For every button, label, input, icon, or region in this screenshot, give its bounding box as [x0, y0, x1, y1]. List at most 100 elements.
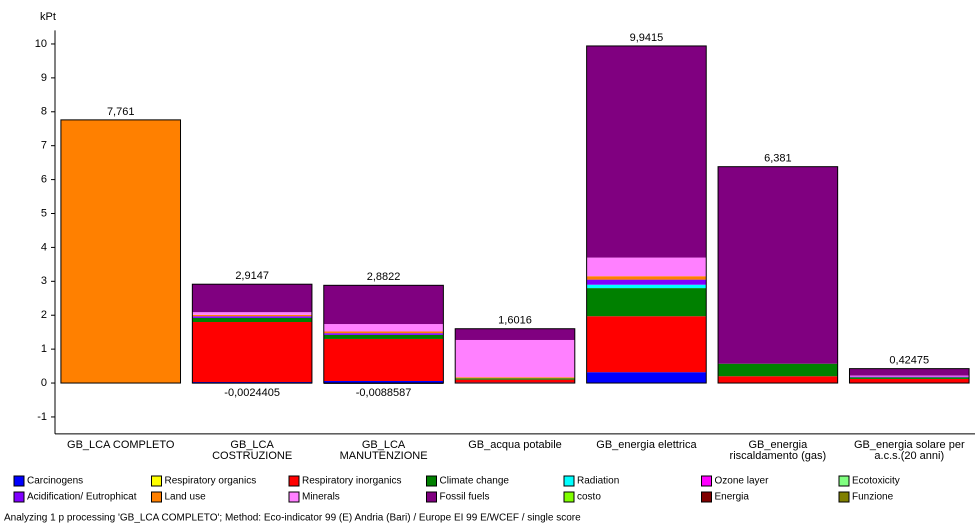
- bar-segment: [586, 372, 707, 384]
- legend-label: Ecotoxicity: [852, 476, 900, 487]
- x-tick-label: COSTRUZIONE: [212, 450, 292, 462]
- footer: Analyzing 1 p processing 'GB_LCA COMPLET…: [4, 513, 581, 524]
- legend-swatch: [701, 491, 712, 503]
- bar-segment: [718, 376, 838, 384]
- x-tick-label: GB_acqua potabile: [468, 439, 562, 451]
- bar-segment: [192, 284, 312, 313]
- x-tick-label: GB_LCA: [362, 439, 406, 451]
- y-tick-label: 10: [35, 38, 47, 50]
- y-tick-label: 2: [41, 309, 47, 321]
- bar-outline: [454, 328, 576, 384]
- y-tick-label: 6: [41, 173, 47, 185]
- legend-swatch: [151, 491, 162, 503]
- bar-segment: [586, 276, 707, 280]
- legend-swatch: [838, 475, 850, 487]
- y-axis-unit: kPt: [40, 11, 56, 23]
- legend-swatch: [563, 475, 575, 487]
- bar-segment: [323, 333, 444, 335]
- legend-label: costo: [577, 492, 601, 503]
- total-label: 0,42475: [889, 355, 929, 367]
- x-tick-label: GB_LCA: [230, 439, 274, 451]
- bar-segment: [323, 338, 444, 382]
- bar-segment: [718, 363, 838, 377]
- legend-label: Radiation: [577, 476, 619, 487]
- y-tick-label: 7: [41, 140, 47, 152]
- bar-segment: [849, 377, 970, 379]
- bar-segment: [323, 324, 444, 332]
- bar-outline: [717, 166, 839, 384]
- legend-label: Minerals: [302, 492, 340, 503]
- y-tick-label: 1: [41, 343, 47, 355]
- bar-segment: [60, 119, 181, 384]
- bar-segment: [192, 382, 312, 384]
- x-tick-label: MANUTENZIONE: [340, 450, 428, 462]
- total-label: 9,9415: [630, 32, 664, 44]
- bar-segment: [586, 288, 707, 317]
- legend-swatch: [563, 491, 575, 503]
- bar-segment: [455, 339, 575, 378]
- x-tick-label: riscaldamento (gas): [730, 450, 827, 462]
- legend-swatch: [288, 491, 300, 503]
- bar-segment: [192, 322, 312, 383]
- legend-swatch: [701, 475, 712, 487]
- y-tick-label: 3: [41, 275, 47, 287]
- legend-label: Fossil fuels: [440, 492, 490, 503]
- legend-label: Carcinogens: [27, 476, 83, 487]
- negative-label: -0,0024405: [224, 387, 280, 399]
- bar-segment: [586, 257, 707, 277]
- negative-label: -0,0088587: [356, 387, 412, 399]
- bar-segment: [718, 166, 838, 364]
- x-tick-label: GB_LCA COMPLETO: [67, 439, 175, 451]
- total-label: 2,8822: [367, 271, 401, 283]
- bar-segment: [849, 368, 970, 376]
- total-label: 6,381: [764, 153, 792, 165]
- legend-swatch: [426, 491, 437, 503]
- bar-segment: [192, 316, 312, 318]
- x-tick-label: GB_energia elettrica: [596, 439, 697, 451]
- x-tick-label: GB_energia: [748, 439, 808, 451]
- legend-swatch: [426, 475, 437, 487]
- bar-segment: [192, 314, 312, 317]
- legend-label: Ozone layer: [715, 476, 770, 487]
- bar-segment: [192, 317, 312, 323]
- legend-label: Energia: [715, 492, 750, 503]
- bar-outline: [586, 45, 707, 384]
- bar-segment: [323, 334, 444, 339]
- x-tick-label: GB_energia solare per: [854, 439, 965, 451]
- bar-segment: [586, 284, 707, 289]
- bar-segment: [323, 331, 444, 334]
- legend-label: Land use: [165, 492, 207, 503]
- legend-swatch: [838, 491, 850, 503]
- bar-segment: [849, 378, 970, 384]
- bar-segment: [586, 45, 707, 258]
- bar-segment: [849, 376, 970, 378]
- bar-segment: [455, 379, 575, 383]
- total-label: 1,6016: [498, 315, 532, 327]
- legend-label: Respiratory inorganics: [302, 476, 402, 487]
- total-label: 7,761: [107, 106, 135, 118]
- y-tick-label: -1: [37, 411, 47, 423]
- bar-segment: [849, 375, 970, 377]
- bar-segment: [455, 328, 575, 340]
- bar-outline: [60, 119, 182, 384]
- bar-segment: [323, 381, 444, 384]
- bar-segment: [192, 312, 312, 315]
- x-tick-label: a.c.s.(20 anni): [874, 450, 944, 462]
- bar-segment: [586, 316, 707, 373]
- bar-segment: [586, 279, 707, 285]
- legend-swatch: [13, 475, 25, 487]
- y-tick-label: 9: [41, 72, 47, 84]
- bar-segment: [323, 285, 444, 325]
- y-tick-label: 8: [41, 106, 47, 118]
- legend-label: Acidification/ Eutrophicat: [27, 492, 137, 503]
- bar-segment: [455, 378, 575, 380]
- legend-swatch: [13, 491, 25, 503]
- legend-label: Respiratory organics: [165, 476, 257, 487]
- legend-label: Funzione: [852, 492, 894, 503]
- y-tick-label: 5: [41, 207, 47, 219]
- legend-label: Climate change: [440, 476, 510, 487]
- y-tick-label: 4: [41, 241, 47, 253]
- legend-swatch: [151, 475, 162, 487]
- y-tick-label: 0: [41, 377, 47, 389]
